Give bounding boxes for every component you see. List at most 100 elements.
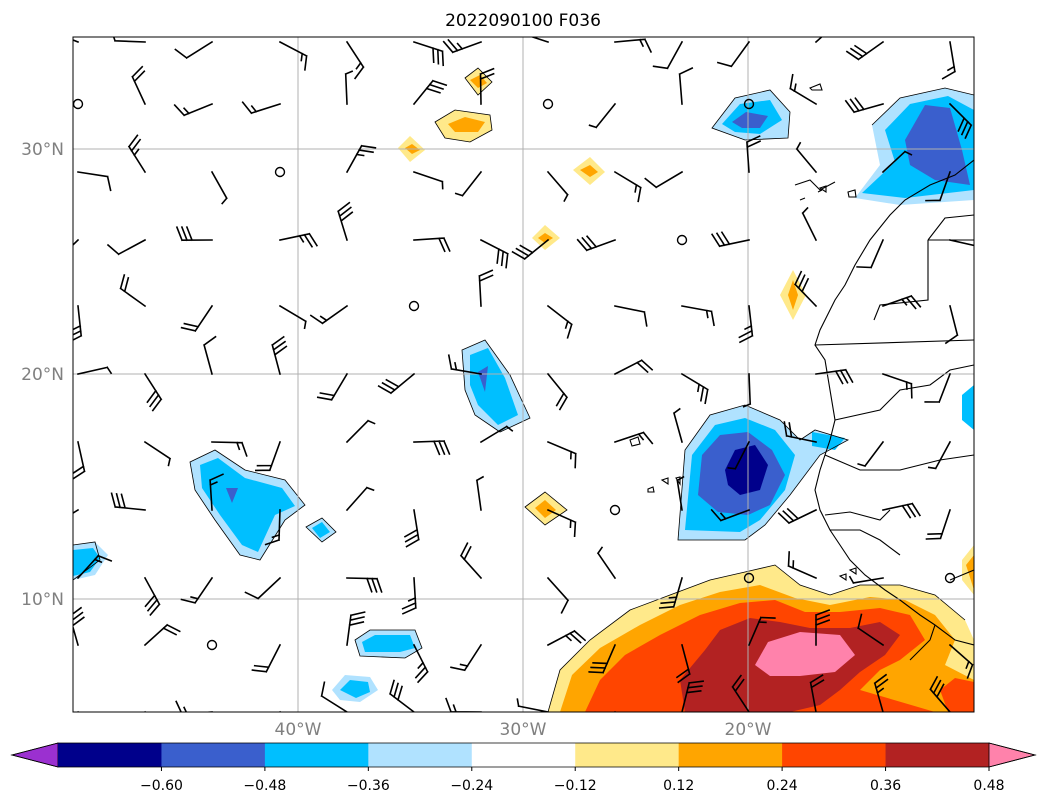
colorbar-bin bbox=[782, 743, 887, 767]
colorbar bbox=[10, 742, 1037, 771]
colorbar-tick-label: 0.24 bbox=[767, 778, 798, 794]
wind-barb bbox=[345, 486, 375, 512]
wind-barb bbox=[412, 643, 429, 684]
map-title: 2022090100 F036 bbox=[445, 11, 601, 31]
wind-barb bbox=[344, 70, 354, 105]
wind-barb bbox=[815, 368, 854, 385]
wind-barb bbox=[412, 170, 444, 190]
wind-barb bbox=[127, 134, 147, 174]
wind-barb bbox=[244, 576, 282, 600]
wind-barb bbox=[546, 440, 577, 469]
lon-label-40w: 40°W bbox=[275, 720, 322, 740]
wind-barb bbox=[614, 38, 653, 53]
colorbar-tick-label: −0.12 bbox=[554, 778, 597, 794]
wind-barb bbox=[131, 65, 147, 106]
lon-label-20w: 20°W bbox=[725, 720, 772, 740]
wind-barb bbox=[76, 710, 79, 712]
wind-barb bbox=[546, 508, 577, 538]
lat-label-10n: 10°N bbox=[21, 590, 64, 610]
wind-barb bbox=[948, 643, 974, 679]
wind-barb bbox=[738, 305, 754, 344]
wind-barb bbox=[747, 616, 776, 647]
wind-barb bbox=[278, 304, 307, 330]
wind-barb bbox=[511, 238, 550, 261]
calm-wind-marker bbox=[944, 572, 956, 584]
wind-barb bbox=[73, 305, 83, 341]
wind-barb bbox=[106, 238, 147, 256]
colorbar-tick-label: −0.24 bbox=[450, 778, 493, 794]
wind-barb bbox=[613, 170, 642, 203]
wind-barb bbox=[337, 201, 354, 241]
wind-barb bbox=[271, 335, 288, 375]
colorbar-tick-label: −0.48 bbox=[243, 778, 286, 794]
wind-barb bbox=[924, 372, 952, 404]
wind-barb bbox=[881, 372, 913, 399]
wind-barb bbox=[576, 235, 617, 252]
wind-barb bbox=[445, 697, 482, 712]
latitude-labels: 30°N 20°N 10°N bbox=[21, 140, 64, 610]
wind-barb bbox=[948, 102, 973, 140]
colorbar-bin bbox=[575, 743, 680, 767]
wind-barb bbox=[143, 372, 163, 412]
wind-barb bbox=[110, 492, 146, 511]
wind-barb bbox=[672, 407, 683, 443]
colorbar-outline bbox=[10, 742, 1037, 768]
wind-barb bbox=[777, 507, 818, 525]
wind-barb bbox=[175, 700, 213, 712]
wind-barb bbox=[809, 674, 825, 712]
wind-barb bbox=[475, 475, 485, 511]
wind-barb bbox=[180, 304, 214, 333]
wind-barb bbox=[459, 542, 483, 580]
wind-barb bbox=[801, 206, 818, 242]
calm-wind-marker bbox=[609, 504, 621, 516]
wind-barb bbox=[716, 40, 751, 68]
wind-barb bbox=[710, 231, 750, 248]
wind-barb bbox=[676, 475, 685, 511]
wind-barb bbox=[845, 40, 885, 61]
wind-barb bbox=[450, 643, 483, 672]
wind-barb bbox=[727, 440, 751, 470]
wind-barb bbox=[77, 171, 112, 192]
wind-barb bbox=[546, 372, 569, 411]
wind-barb bbox=[848, 575, 884, 584]
wind-barb bbox=[857, 613, 885, 647]
wind-barb bbox=[681, 680, 704, 712]
wind-barb bbox=[680, 372, 709, 405]
positive-anomaly-field bbox=[398, 68, 974, 712]
wind-barb bbox=[447, 354, 482, 375]
wind-barb bbox=[678, 67, 694, 105]
wind-barb bbox=[73, 441, 86, 480]
wind-barb bbox=[76, 554, 113, 580]
wind-barb bbox=[675, 644, 691, 684]
calm-wind-marker bbox=[206, 639, 218, 651]
wind-barb bbox=[783, 421, 817, 443]
calm-wind-marker bbox=[73, 98, 84, 110]
wind-barb bbox=[175, 226, 213, 242]
wind-barb bbox=[546, 629, 587, 647]
wind-barb bbox=[143, 710, 146, 712]
calm-wind-marker bbox=[676, 234, 688, 246]
wind-barb bbox=[143, 440, 172, 467]
wind-barb bbox=[241, 101, 282, 115]
wind-barb bbox=[844, 97, 884, 114]
wind-barb bbox=[613, 431, 654, 445]
wind-barb bbox=[742, 373, 752, 408]
colorbar-tick-label: 0.12 bbox=[663, 778, 694, 794]
wind-barb bbox=[454, 170, 483, 197]
colorbar-bin bbox=[678, 743, 783, 767]
wind-barb bbox=[546, 170, 569, 202]
wind-barb bbox=[346, 611, 366, 646]
wind-barb bbox=[254, 440, 282, 472]
colorbar-bin bbox=[264, 743, 369, 767]
colorbar-tick-label: −0.60 bbox=[140, 778, 183, 794]
wind-barb bbox=[546, 576, 570, 614]
wind-barb bbox=[731, 674, 750, 712]
map-frame bbox=[72, 36, 975, 713]
wind-barb bbox=[77, 366, 113, 375]
colorbar-bin bbox=[161, 743, 266, 767]
wind-barb bbox=[681, 305, 715, 327]
wind-barb bbox=[316, 372, 349, 401]
wind-barb bbox=[873, 673, 889, 712]
negative-anomaly-field bbox=[73, 88, 974, 702]
